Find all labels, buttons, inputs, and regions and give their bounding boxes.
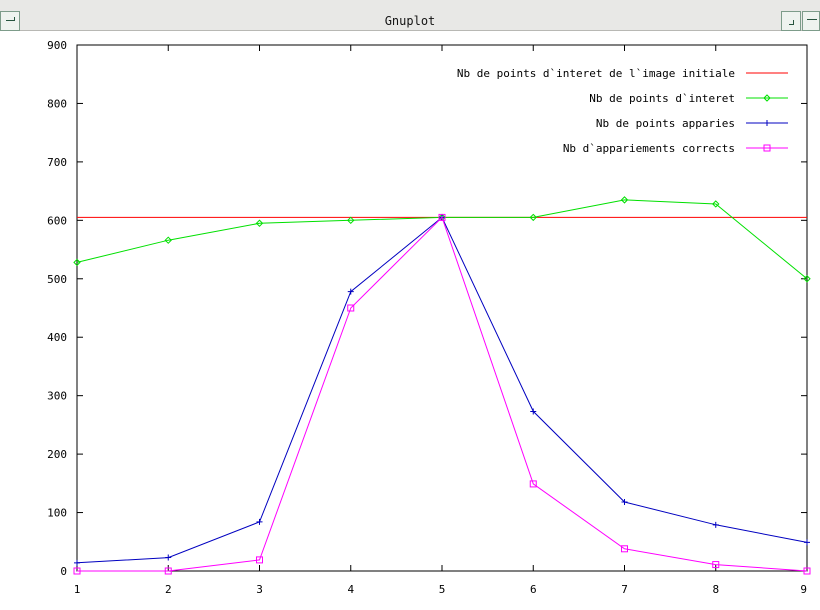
- legend-marker-4: [763, 144, 771, 152]
- series-4-point-6: [529, 480, 537, 488]
- series-4-point-5: [438, 213, 446, 221]
- series-3-point-7: [621, 499, 628, 506]
- plot-area: 0 100 200 300 400 500 600 700 800 900 1 2 3 4 5 6 7 8 9 Nb …: [0, 31, 820, 610]
- series-2-point-6: [529, 213, 537, 222]
- series-line-4: [77, 216, 808, 572]
- series-2-point-1: [73, 258, 81, 267]
- y-tick-label-0: 0: [60, 565, 67, 578]
- x-tick-label-9: 9: [800, 583, 807, 596]
- series-4-point-3: [256, 556, 263, 564]
- series-line-2: [76, 199, 808, 280]
- series-2-point-3: [255, 219, 264, 227]
- legend-marker-3: [764, 120, 770, 126]
- series-2-point-2: [164, 236, 172, 244]
- line-chart: 0 100 200 300 400 500 600 700 800 900 1 2 3 4 5 6 7 8 9 Nb …: [47, 39, 811, 596]
- x-tick-label-6: 6: [530, 583, 537, 596]
- minimize-icon[interactable]: [781, 11, 801, 31]
- legend-label-4: Nb d`appariements corrects: [563, 142, 735, 155]
- y-tick-label-500: 500: [47, 273, 67, 286]
- series-4-point-9: [803, 567, 811, 575]
- legend-label-1: Nb de points d`interet de l`image initia…: [457, 67, 735, 80]
- y-tick-label-700: 700: [47, 156, 67, 169]
- y-tick-label-900: 900: [47, 39, 67, 52]
- y-tick-label-600: 600: [47, 214, 67, 227]
- series-3-point-4: [347, 288, 354, 295]
- series-4-point-2: [164, 567, 172, 575]
- window-menu-icon[interactable]: [0, 11, 20, 31]
- legend-label-3: Nb de points apparies: [596, 117, 735, 130]
- x-tick-label-2: 2: [165, 583, 172, 596]
- series-4-point-4: [347, 304, 355, 312]
- y-tick-label-800: 800: [47, 97, 67, 110]
- window-title: Gnuplot: [384, 14, 436, 28]
- series-3-point-8: [712, 521, 719, 528]
- y-tick-label-300: 300: [47, 390, 67, 403]
- series-line-3: [76, 216, 808, 564]
- y-tick-label-100: 100: [47, 507, 67, 520]
- series-2-point-7: [620, 196, 629, 204]
- maximize-icon[interactable]: [802, 11, 820, 31]
- series-4-point-1: [73, 567, 81, 575]
- x-tick-label-3: 3: [256, 583, 263, 596]
- y-tick-label-400: 400: [47, 331, 67, 344]
- x-tick-label-7: 7: [621, 583, 628, 596]
- series-3-point-1: [74, 559, 80, 566]
- x-tick-label-8: 8: [712, 583, 719, 596]
- series-3-point-2: [165, 554, 172, 561]
- series-4-point-7: [621, 545, 628, 553]
- x-tick-label-4: 4: [347, 583, 354, 596]
- series-2-point-8: [712, 200, 720, 208]
- series-3-point-3: [256, 518, 263, 525]
- title-bar[interactable]: Gnuplot: [0, 0, 820, 31]
- y-tick-label-200: 200: [47, 448, 67, 461]
- series-2-point-9: [803, 275, 811, 283]
- legend-label-2: Nb de points d`interet: [589, 92, 735, 105]
- legend-marker-2: [763, 94, 771, 102]
- series-3-point-9: [804, 539, 810, 546]
- x-tick-label-5: 5: [439, 583, 446, 596]
- series-3-point-6: [530, 408, 537, 415]
- series-2-point-4: [347, 216, 355, 225]
- series-4-point-8: [712, 561, 720, 569]
- x-tick-label-1: 1: [74, 583, 81, 596]
